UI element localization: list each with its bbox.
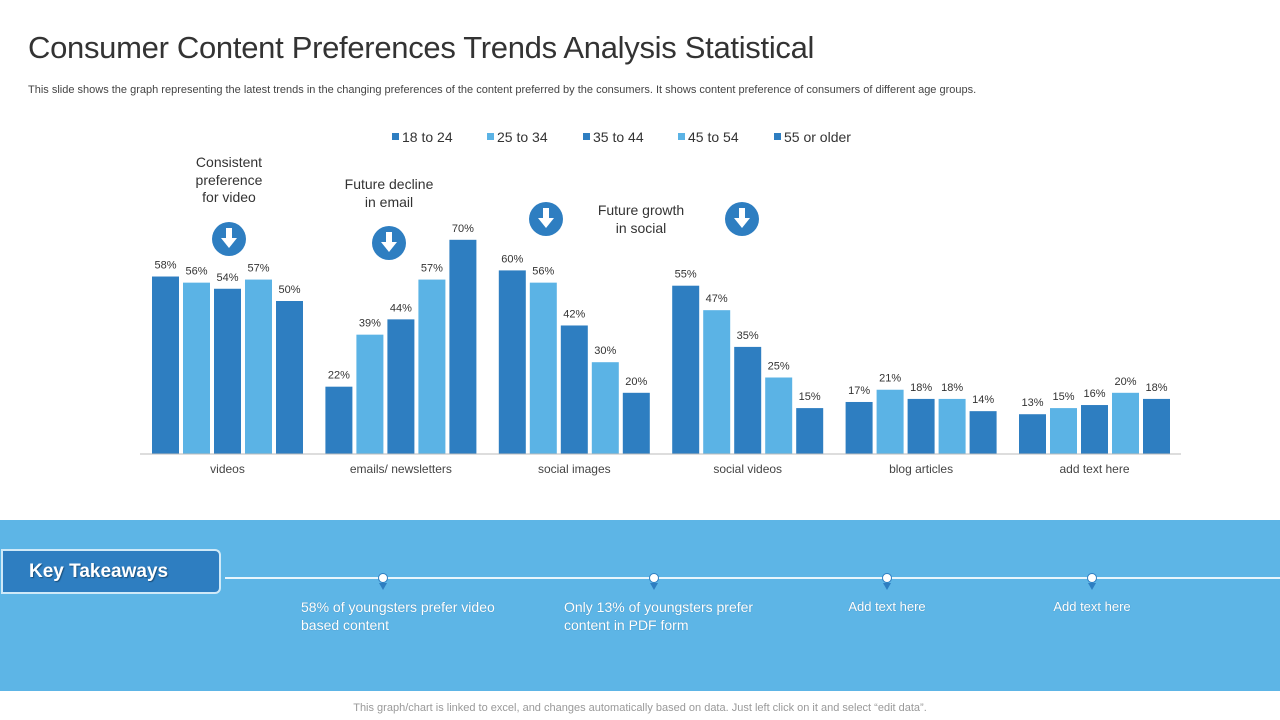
takeaway-1: 58% of youngsters prefer video based con…: [301, 599, 495, 633]
timeline-line: [225, 577, 1280, 579]
legend-swatch: [678, 133, 685, 140]
bar: [845, 401, 873, 454]
bar: [449, 239, 477, 454]
bar: [325, 386, 353, 454]
pin-icon: [882, 573, 892, 590]
annotation-text: Future growth in social: [598, 202, 684, 236]
bar: [969, 411, 997, 454]
arrow-down-circle-icon: [529, 202, 563, 236]
data-label: 60%: [501, 253, 523, 265]
data-label: 14%: [972, 394, 994, 406]
data-label: 20%: [1114, 376, 1136, 388]
data-label: 39%: [359, 318, 381, 330]
legend-label: 25 to 34: [497, 129, 548, 145]
takeaways-panel: [0, 520, 1280, 691]
data-label: 20%: [625, 376, 647, 388]
bar: [214, 288, 241, 454]
data-label: 70%: [452, 223, 474, 235]
data-label: 35%: [737, 330, 759, 342]
bar: [1019, 414, 1046, 454]
takeaway-4: Add text here: [1053, 599, 1131, 614]
data-label: 30%: [594, 345, 616, 357]
data-label: 55%: [675, 269, 697, 281]
bar: [734, 346, 762, 454]
data-label: 21%: [879, 373, 901, 385]
bar: [529, 282, 557, 454]
bar-chart: 18 to 24 25 to 34 35 to 44 45 to 54 55 or ol…: [140, 129, 1181, 476]
pin-icon: [1087, 573, 1097, 590]
bar: [245, 279, 272, 454]
data-label: 22%: [328, 370, 350, 382]
bar: [498, 270, 526, 454]
category-label: blog articles: [889, 462, 953, 476]
data-label: 50%: [278, 284, 300, 296]
data-label: 13%: [1021, 397, 1043, 409]
bar: [591, 362, 619, 454]
bar: [418, 279, 446, 454]
data-label: 42%: [563, 308, 585, 320]
data-label: 18%: [1145, 382, 1167, 394]
bar: [907, 398, 935, 454]
annotation-text: Consistent preference for video: [196, 154, 263, 205]
bar: [152, 276, 179, 454]
legend-swatch: [392, 133, 399, 140]
legend-label: 18 to 24: [402, 129, 453, 145]
arrow-down-circle-icon: [212, 222, 246, 256]
bar: [276, 301, 303, 454]
bar: [1050, 408, 1077, 454]
bar: [560, 325, 588, 454]
bar: [796, 408, 824, 454]
data-label: 44%: [390, 302, 412, 314]
bar: [1143, 398, 1170, 454]
bar: [183, 282, 210, 454]
data-label: 54%: [216, 272, 238, 284]
bar: [703, 310, 731, 454]
bar: [356, 334, 384, 454]
data-label: 18%: [910, 382, 932, 394]
category-label: social videos: [713, 462, 782, 476]
bar: [387, 319, 415, 454]
page-title: Consumer Content Preferences Trends Anal…: [28, 30, 815, 65]
legend-label: 35 to 44: [593, 129, 644, 145]
data-label: 58%: [154, 260, 176, 272]
data-label: 15%: [1052, 391, 1074, 403]
legend-label: 45 to 54: [688, 129, 739, 145]
footer-note: This graph/chart is linked to excel, and…: [353, 702, 927, 714]
bar: [1081, 405, 1108, 454]
category-label: social images: [538, 462, 611, 476]
legend-swatch: [487, 133, 494, 140]
data-label: 16%: [1083, 388, 1105, 400]
annotation-text: Future decline in email: [345, 176, 434, 210]
bar: [1112, 392, 1139, 454]
key-takeaways-heading: Key Takeaways: [1, 549, 221, 594]
takeaway-3: Add text here: [848, 599, 926, 614]
bar: [938, 398, 966, 454]
bar: [765, 377, 793, 454]
category-label: emails/ newsletters: [350, 462, 452, 476]
page-subtitle: This slide shows the graph representing …: [28, 84, 977, 96]
arrow-down-circle-icon: [725, 202, 759, 236]
pin-icon: [649, 573, 659, 590]
legend-swatch: [583, 133, 590, 140]
data-label: 56%: [532, 266, 554, 278]
takeaway-2: Only 13% of youngsters prefer content in…: [564, 599, 754, 633]
bar: [622, 392, 650, 454]
legend-label: 55 or older: [784, 129, 851, 145]
data-label: 18%: [941, 382, 963, 394]
data-label: 56%: [185, 266, 207, 278]
data-label: 17%: [848, 385, 870, 397]
data-label: 57%: [247, 263, 269, 275]
data-label: 57%: [421, 263, 443, 275]
bar: [876, 389, 904, 454]
category-label: add text here: [1059, 462, 1129, 476]
data-label: 47%: [706, 293, 728, 305]
data-label: 25%: [768, 361, 790, 373]
legend-swatch: [774, 133, 781, 140]
category-label: videos: [210, 462, 245, 476]
data-label: 15%: [799, 391, 821, 403]
bar: [672, 285, 700, 454]
arrow-down-circle-icon: [372, 226, 406, 260]
pin-icon: [378, 573, 388, 590]
